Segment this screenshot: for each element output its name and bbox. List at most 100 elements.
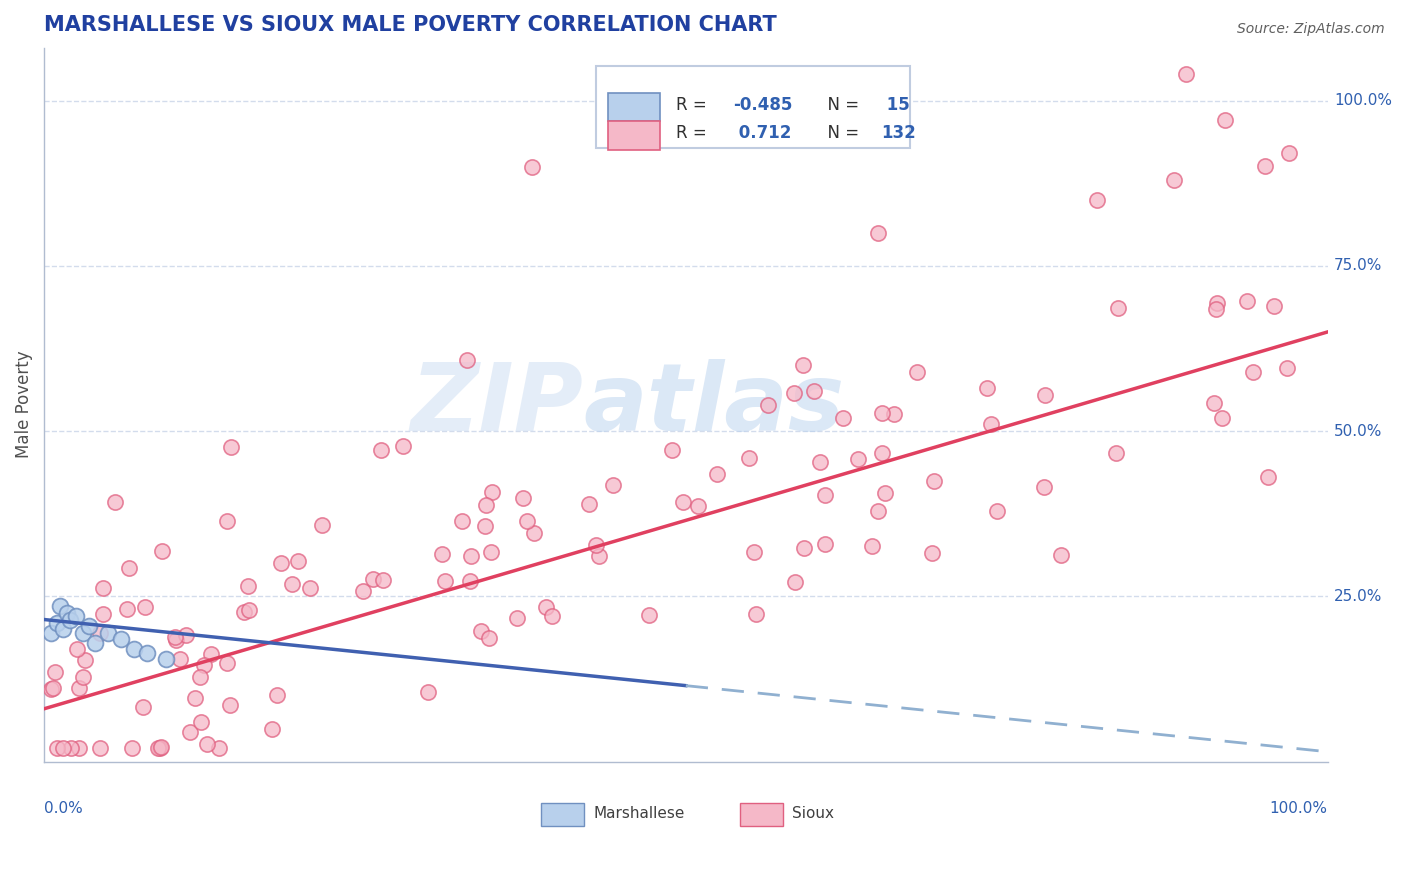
Point — [48, 599, 70, 614]
Point — [150, 739, 173, 754]
Point — [190, 714, 212, 729]
Point — [870, 406, 893, 420]
Point — [585, 538, 607, 552]
Point — [174, 628, 197, 642]
Text: atlas: atlas — [583, 359, 845, 450]
Point — [1205, 301, 1227, 316]
Point — [56, 606, 79, 620]
Point — [1107, 301, 1129, 315]
Point — [637, 607, 659, 622]
Text: N =: N = — [817, 95, 865, 114]
Point — [65, 609, 87, 624]
Point — [352, 583, 374, 598]
Point — [179, 724, 201, 739]
Point — [512, 491, 534, 505]
Point — [883, 407, 905, 421]
Point — [66, 641, 89, 656]
Point — [1236, 293, 1258, 308]
Point — [456, 352, 478, 367]
Text: 75.0%: 75.0% — [1334, 259, 1382, 273]
Point — [980, 417, 1002, 431]
Point — [371, 573, 394, 587]
Point — [706, 467, 728, 482]
Point — [52, 741, 75, 756]
Point — [846, 451, 869, 466]
Point — [470, 624, 492, 639]
Point — [110, 632, 132, 647]
Text: Sioux: Sioux — [793, 805, 834, 821]
Point — [1257, 470, 1279, 484]
Text: Source: ZipAtlas.com: Source: ZipAtlas.com — [1237, 22, 1385, 37]
Text: ZIP: ZIP — [411, 359, 583, 450]
Point — [1032, 480, 1054, 494]
FancyBboxPatch shape — [607, 121, 661, 150]
Point — [1211, 411, 1233, 425]
Point — [72, 625, 94, 640]
Point — [208, 741, 231, 756]
Point — [460, 549, 482, 564]
Point — [281, 576, 304, 591]
Point — [311, 517, 333, 532]
Point — [262, 722, 284, 736]
Point — [361, 572, 384, 586]
Point — [1204, 395, 1226, 409]
Point — [238, 603, 260, 617]
FancyBboxPatch shape — [596, 65, 911, 148]
Point — [104, 495, 127, 509]
Point — [270, 557, 292, 571]
Point — [475, 498, 498, 512]
Point — [215, 657, 238, 671]
Point — [792, 358, 814, 372]
Point — [479, 545, 502, 559]
Text: Marshallese: Marshallese — [593, 805, 685, 821]
Point — [516, 514, 538, 528]
Point — [808, 455, 831, 469]
Point — [39, 681, 62, 696]
Point — [122, 642, 145, 657]
Point — [72, 670, 94, 684]
Point — [132, 700, 155, 714]
Point — [1105, 446, 1128, 460]
Point — [1254, 159, 1277, 173]
Point — [219, 698, 242, 712]
Point — [298, 581, 321, 595]
Point — [163, 630, 186, 644]
Point — [44, 665, 66, 679]
Text: R =: R = — [675, 95, 711, 114]
Point — [520, 160, 543, 174]
Point — [1085, 193, 1108, 207]
Point — [474, 519, 496, 533]
Point — [868, 504, 890, 518]
Point — [118, 561, 141, 575]
Point — [73, 653, 96, 667]
Point — [523, 526, 546, 541]
Y-axis label: Male Poverty: Male Poverty — [15, 351, 32, 458]
Point — [534, 600, 557, 615]
Point — [578, 497, 600, 511]
Point — [785, 574, 807, 589]
Text: R =: R = — [675, 124, 711, 143]
Point — [67, 681, 90, 696]
Point — [370, 442, 392, 457]
Point — [478, 631, 501, 645]
Point — [59, 613, 82, 627]
Point — [742, 545, 765, 559]
FancyBboxPatch shape — [541, 803, 585, 826]
Text: 132: 132 — [882, 124, 915, 143]
Point — [481, 485, 503, 500]
Point — [541, 609, 564, 624]
Point — [89, 626, 111, 640]
Point — [134, 600, 156, 615]
Point — [46, 615, 69, 630]
Point — [868, 226, 890, 240]
Point — [1275, 361, 1298, 376]
Point — [416, 684, 439, 698]
Point — [1175, 67, 1198, 81]
Point — [91, 607, 114, 622]
Point — [67, 741, 90, 756]
Point — [602, 477, 624, 491]
Point — [814, 488, 837, 502]
Point — [1241, 365, 1264, 379]
Point — [803, 384, 825, 399]
Point — [135, 646, 157, 660]
